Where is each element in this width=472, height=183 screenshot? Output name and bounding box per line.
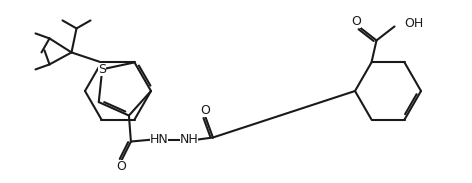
Text: OH: OH: [405, 17, 424, 30]
Text: O: O: [352, 15, 362, 28]
Text: HN: HN: [150, 133, 169, 146]
Text: S: S: [98, 63, 106, 76]
Text: O: O: [116, 160, 126, 173]
Text: NH: NH: [179, 133, 198, 146]
Text: O: O: [200, 104, 210, 117]
